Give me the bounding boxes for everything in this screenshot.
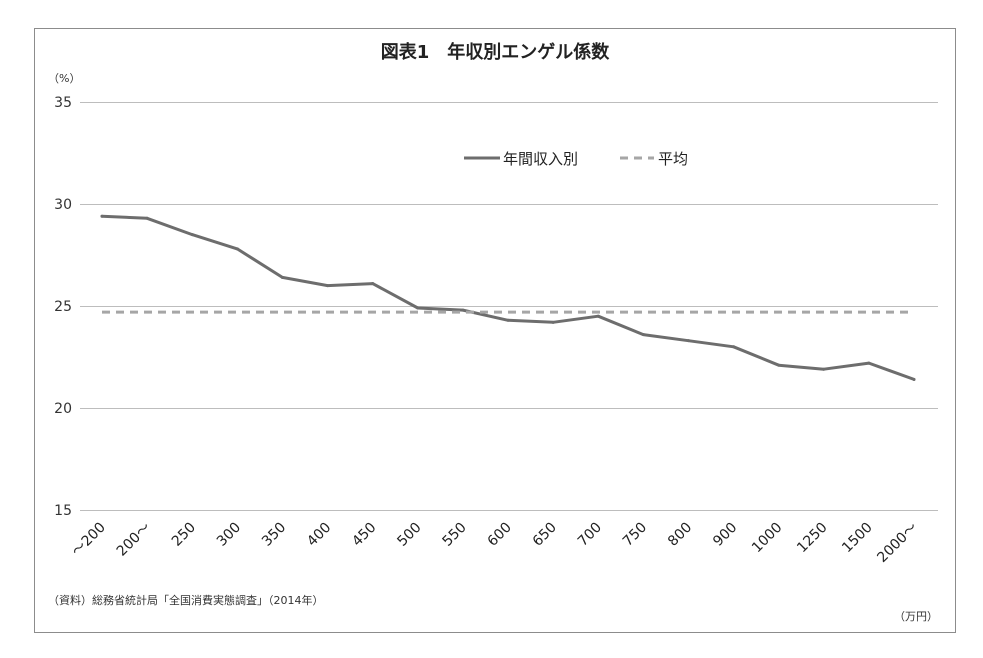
gridlines: [80, 102, 938, 511]
chart-frame: [34, 28, 956, 633]
y-tick-label: 15: [54, 503, 72, 519]
data-point: [506, 318, 510, 322]
legend-label-series-0: 年間収入別: [503, 150, 578, 168]
data-point: [641, 333, 645, 337]
data-point: [822, 367, 826, 371]
y-axis-ticks: 15 20 25 30 35: [54, 95, 72, 519]
data-point: [326, 284, 330, 288]
data-point: [596, 314, 600, 318]
y-axis-unit: （%）: [48, 72, 80, 85]
data-point: [280, 275, 284, 279]
data-point: [100, 214, 104, 218]
y-tick-label: 25: [54, 299, 72, 315]
y-tick-label: 30: [54, 197, 72, 213]
y-tick-label: 20: [54, 401, 72, 417]
source-note: （資料）総務省統計局「全国消費実態調査」（2014年）: [48, 593, 324, 607]
data-point: [686, 339, 690, 343]
legend-label-series-1: 平均: [658, 150, 688, 168]
data-point: [912, 377, 916, 381]
x-axis-unit: （万円）: [894, 610, 938, 623]
data-point: [416, 306, 420, 310]
data-point: [190, 233, 194, 237]
series-lines: [100, 214, 916, 381]
data-point: [551, 320, 555, 324]
data-point: [145, 216, 149, 220]
data-point: [732, 345, 736, 349]
legend: 年間収入別 平均: [464, 150, 688, 168]
chart-title: 図表1 年収別エンゲル係数: [381, 41, 611, 63]
data-point: [461, 308, 465, 312]
y-tick-label: 35: [54, 95, 72, 111]
data-point: [777, 363, 781, 367]
data-point: [235, 247, 239, 251]
data-point: [371, 282, 375, 286]
data-point: [867, 361, 871, 365]
